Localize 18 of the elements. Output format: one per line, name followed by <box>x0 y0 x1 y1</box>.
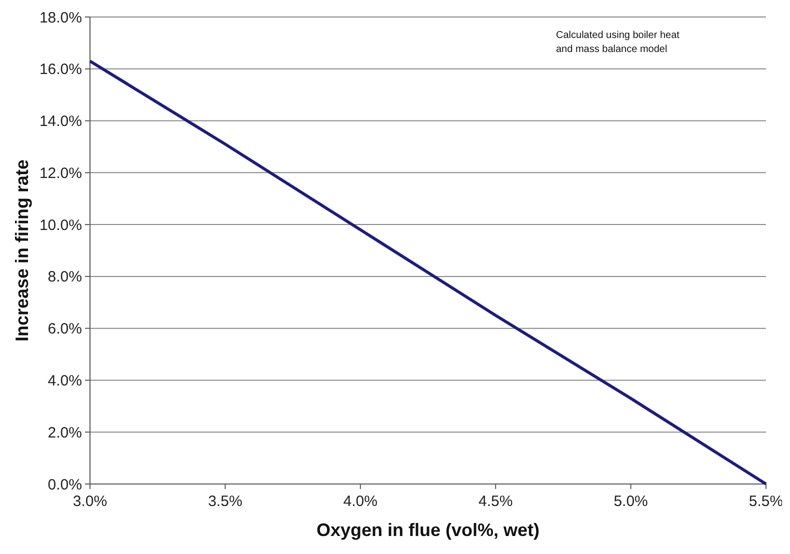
y-tick-label: 6.0% <box>48 320 82 338</box>
x-tick-label: 4.5% <box>478 493 513 510</box>
y-tick-label: 14.0% <box>39 113 82 130</box>
y-axis-title: Increase in firing rate <box>12 159 32 342</box>
x-tick-label: 3.0% <box>72 493 108 510</box>
x-tick-label: 4.0% <box>343 493 378 510</box>
y-tick-label: 12.0% <box>39 164 82 182</box>
y-tick-label: 10.0% <box>39 216 82 234</box>
y-tick-label: 4.0% <box>48 372 82 390</box>
y-tick-label: 16.0% <box>39 61 82 78</box>
annotation: Calculated using boiler heat and mass balance model <box>556 30 680 55</box>
y-tick-label: 8.0% <box>48 268 82 286</box>
x-axis-title: Oxygen in flue (vol%, wet) <box>316 520 540 540</box>
x-tick-label: 5.0% <box>614 493 648 510</box>
y-tick-label: 2.0% <box>48 424 82 442</box>
y-tick-label: 0.0% <box>48 476 82 494</box>
x-tick-label: 3.5% <box>208 493 242 510</box>
y-tick-label: 18.0% <box>39 9 82 26</box>
